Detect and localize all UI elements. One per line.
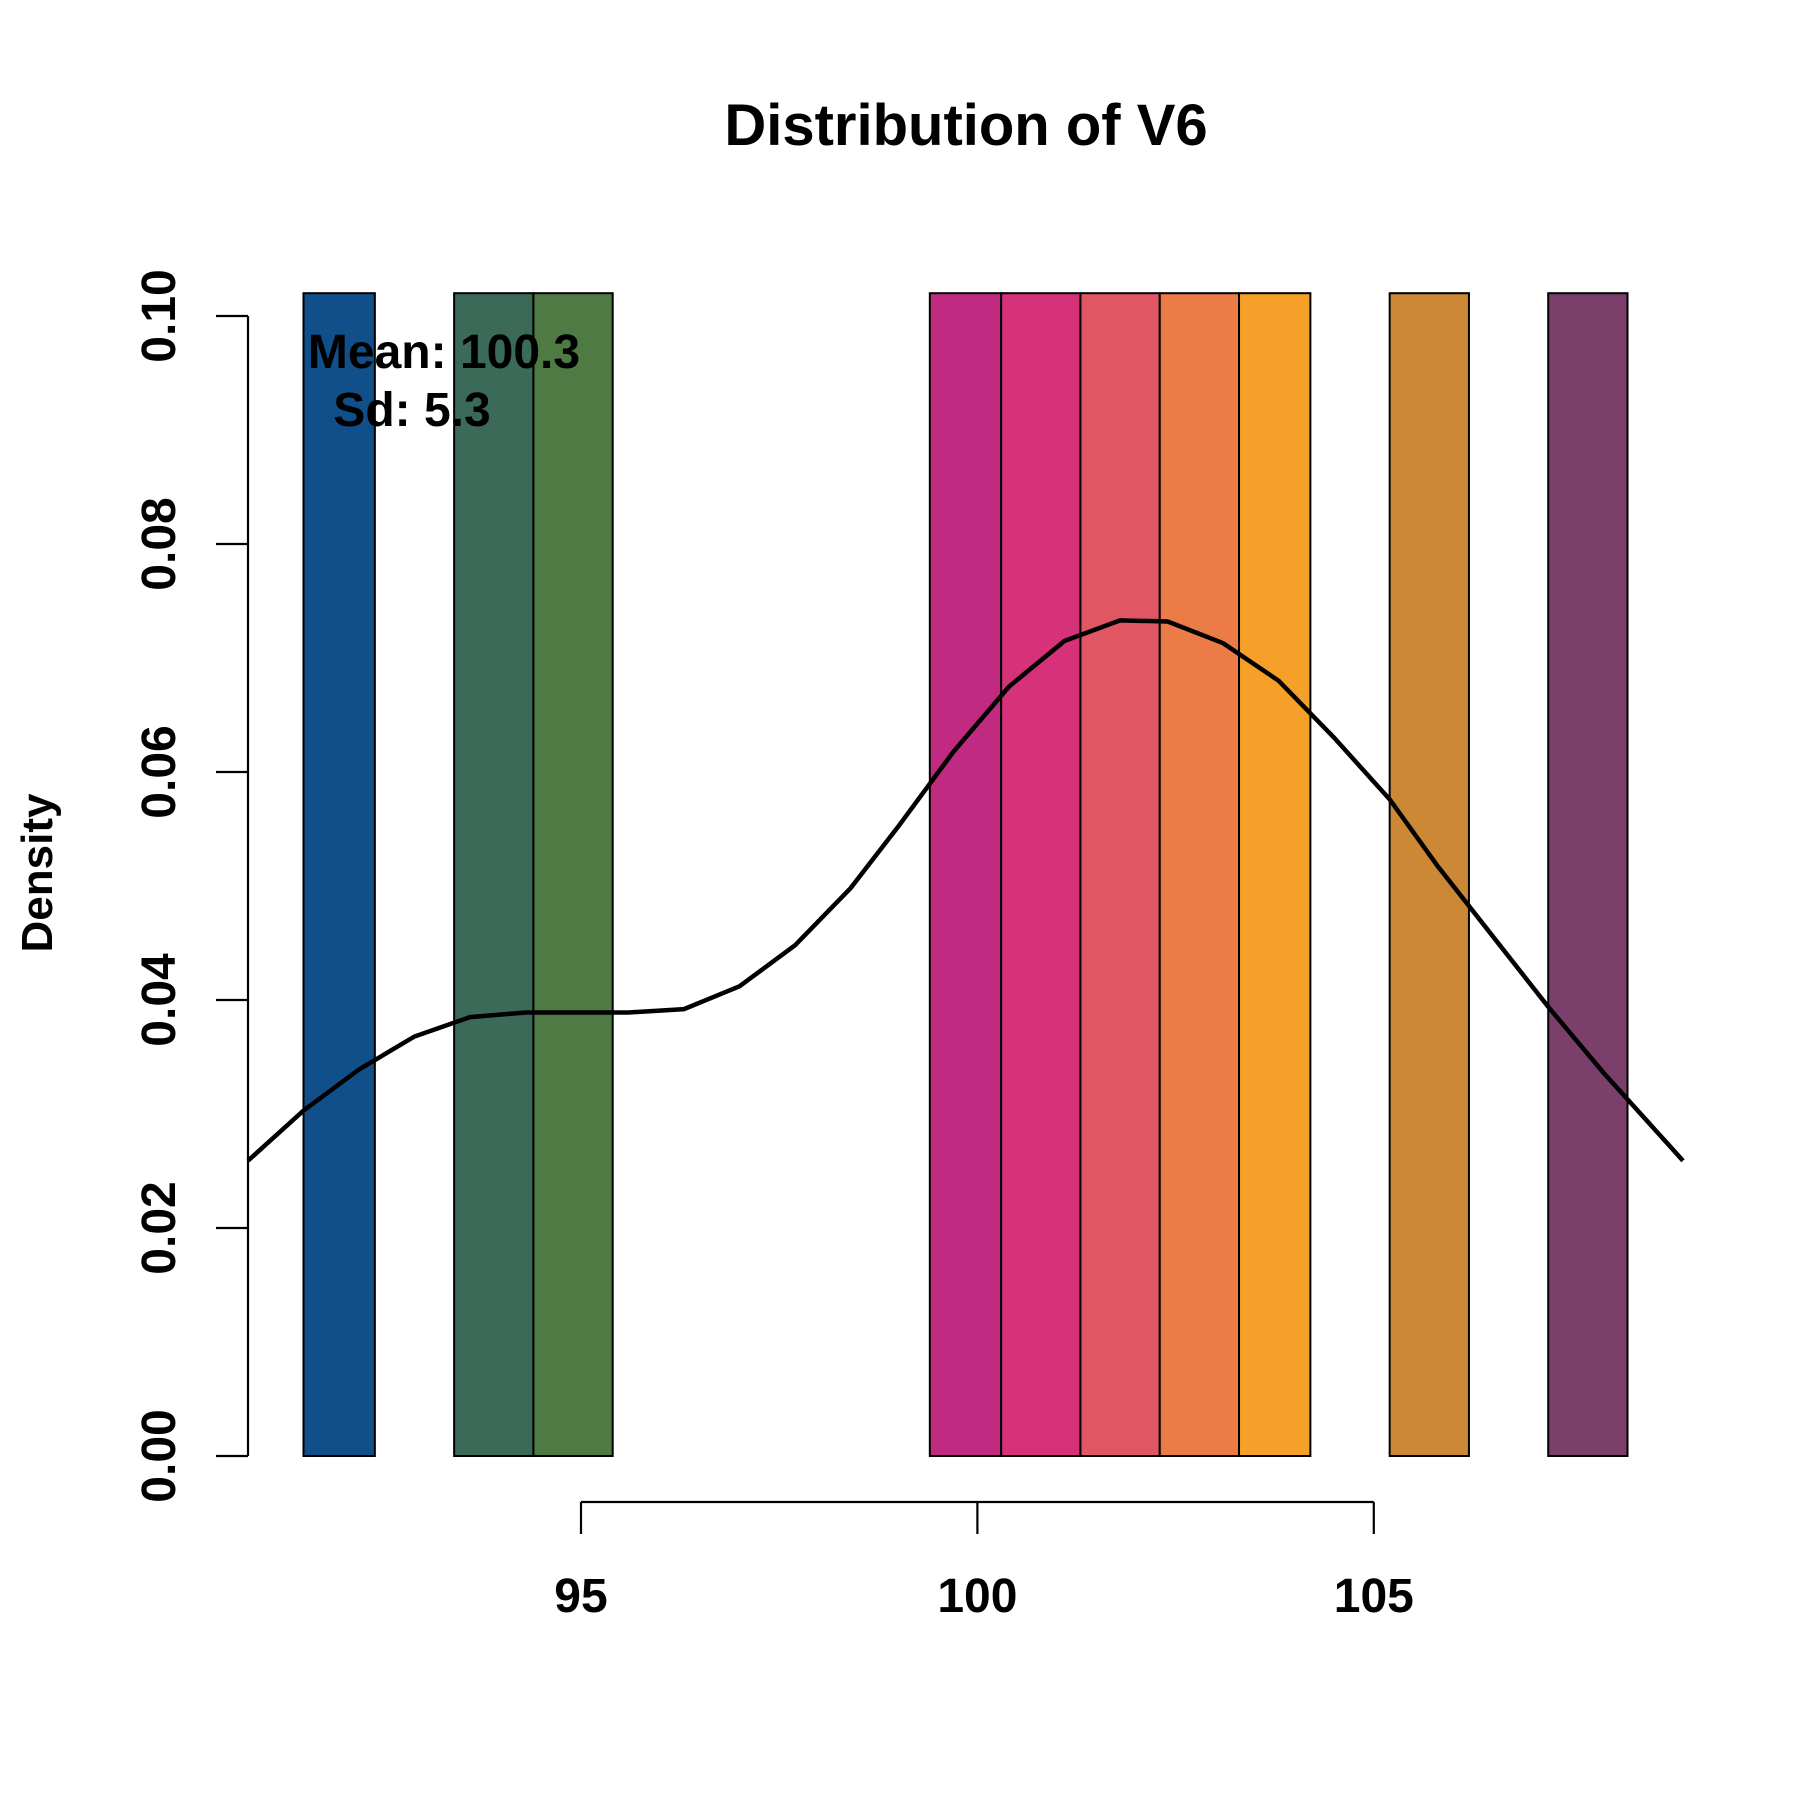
histogram-bar-3 [532, 292, 614, 1458]
density-curve [246, 618, 1685, 1163]
x-tick-label-1: 100 [937, 1570, 1017, 1623]
x-tick-label-0: 95 [554, 1570, 607, 1623]
x-tick-label-2: 105 [1334, 1570, 1414, 1623]
histogram-bar-2 [453, 292, 535, 1458]
mean-annotation: Mean: 100.3 [308, 326, 580, 379]
x-axis: 95 100 105 [554, 1500, 1414, 1623]
histogram-bar-6 [1079, 292, 1161, 1458]
histogram-bar-9 [1388, 292, 1470, 1458]
y-tick-label-3: 0.06 [133, 725, 186, 818]
y-axis-label: Density [13, 793, 62, 952]
y-tick-label-0: 0.00 [133, 1409, 186, 1502]
histogram-bar-5 [1000, 292, 1082, 1458]
y-axis: 0.00 0.02 0.04 0.06 0.08 0.10 [133, 269, 250, 1503]
chart-title: Distribution of V6 [724, 93, 1207, 158]
sd-annotation: Sd: 5.3 [333, 384, 490, 437]
y-tick-label-2: 0.04 [133, 953, 186, 1047]
y-tick-label-5: 0.10 [133, 269, 186, 362]
y-tick-label-4: 0.08 [133, 497, 186, 590]
histogram-bar-7 [1158, 292, 1241, 1458]
histogram-bar-10 [1547, 292, 1629, 1458]
histogram-bar-1 [302, 292, 376, 1458]
y-tick-label-1: 0.02 [133, 1181, 186, 1274]
histogram-bar-4 [928, 292, 1003, 1458]
histogram-bar-8 [1238, 292, 1312, 1458]
histogram-bars [302, 292, 1629, 1458]
